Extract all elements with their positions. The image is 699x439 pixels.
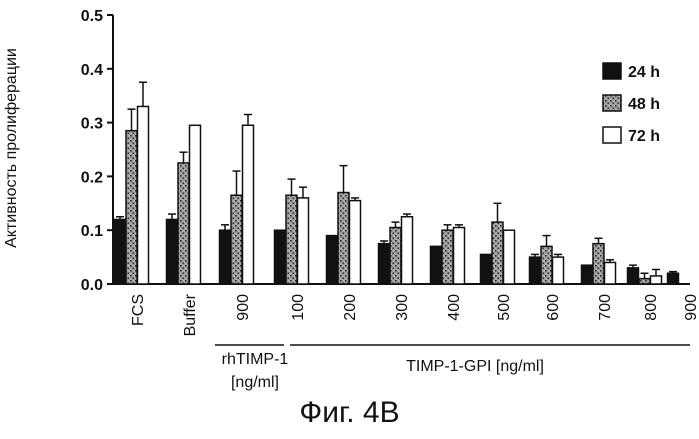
bar bbox=[275, 230, 286, 284]
bar bbox=[231, 195, 242, 284]
group-labels: rhTIMP-1 [ng/ml] TIMP-1-GPI [ng/ml] bbox=[215, 345, 690, 391]
bar bbox=[298, 198, 309, 284]
bar bbox=[115, 219, 126, 284]
bar bbox=[220, 230, 231, 284]
figure-caption: Фиг. 4B bbox=[0, 396, 699, 430]
bar bbox=[379, 244, 390, 284]
category-label: 400 bbox=[446, 294, 463, 321]
legend-swatch bbox=[603, 63, 621, 79]
legend-swatch bbox=[603, 95, 621, 111]
bar bbox=[553, 257, 564, 284]
group-label: [ng/ml] bbox=[231, 374, 279, 391]
bar bbox=[582, 265, 593, 284]
bar bbox=[327, 236, 338, 284]
y-tick-label: 0.0 bbox=[81, 277, 103, 294]
category-label: 600 bbox=[545, 294, 562, 321]
bar bbox=[605, 262, 616, 284]
bar bbox=[402, 217, 413, 284]
legend-label: 24 h bbox=[628, 64, 660, 81]
y-tick-label: 0.4 bbox=[81, 62, 103, 79]
chart: Активность пролиферации 0.0 0.1 0.2 0.3 0.4 0… bbox=[0, 0, 699, 395]
category-label: 500 bbox=[496, 294, 513, 321]
bar bbox=[481, 254, 492, 284]
bar bbox=[243, 125, 254, 284]
category-label: 100 bbox=[290, 294, 307, 321]
bar bbox=[126, 131, 137, 284]
y-tick-label: 0.3 bbox=[81, 116, 103, 133]
category-label: 800 bbox=[643, 294, 660, 321]
bar bbox=[431, 246, 442, 284]
category-labels: FCS Buffer 900 100 200 300 400 500 600 700 800 900 bbox=[130, 293, 699, 336]
bar bbox=[541, 246, 552, 284]
y-tick-label: 0.1 bbox=[81, 223, 103, 240]
bar bbox=[178, 163, 189, 284]
bar bbox=[504, 230, 515, 284]
y-axis-title: Активность пролиферации bbox=[3, 48, 20, 248]
bar bbox=[593, 244, 604, 284]
y-tick-label: 0.2 bbox=[81, 169, 103, 186]
group-label: TIMP-1-GPI [ng/ml] bbox=[406, 358, 544, 375]
category-label: Buffer bbox=[182, 293, 199, 336]
bar bbox=[668, 273, 679, 284]
category-label: 200 bbox=[342, 294, 359, 321]
bar bbox=[390, 228, 401, 284]
bar bbox=[492, 222, 503, 284]
bar bbox=[286, 195, 297, 284]
legend-swatch bbox=[603, 127, 621, 143]
group-label: rhTIMP-1 bbox=[222, 351, 289, 368]
bar bbox=[138, 106, 149, 284]
category-label: 700 bbox=[597, 294, 614, 321]
category-label: FCS bbox=[130, 294, 147, 326]
bar bbox=[651, 276, 662, 284]
bar bbox=[167, 219, 178, 284]
category-label: 900 bbox=[235, 294, 252, 321]
bar bbox=[530, 257, 541, 284]
bar bbox=[338, 193, 349, 284]
y-tick-label: 0.5 bbox=[81, 8, 103, 25]
y-axis-label: Активность пролиферации bbox=[3, 48, 20, 248]
bar bbox=[639, 279, 650, 284]
legend: 24 h 48 h 72 h bbox=[603, 63, 660, 145]
bar bbox=[442, 230, 453, 284]
bar bbox=[454, 228, 465, 284]
bars bbox=[115, 82, 679, 284]
bar bbox=[628, 268, 639, 284]
legend-label: 72 h bbox=[628, 128, 660, 145]
legend-label: 48 h bbox=[628, 96, 660, 113]
bar bbox=[350, 201, 361, 284]
category-label: 900 bbox=[683, 294, 699, 321]
category-label: 300 bbox=[394, 294, 411, 321]
bar bbox=[190, 125, 201, 284]
